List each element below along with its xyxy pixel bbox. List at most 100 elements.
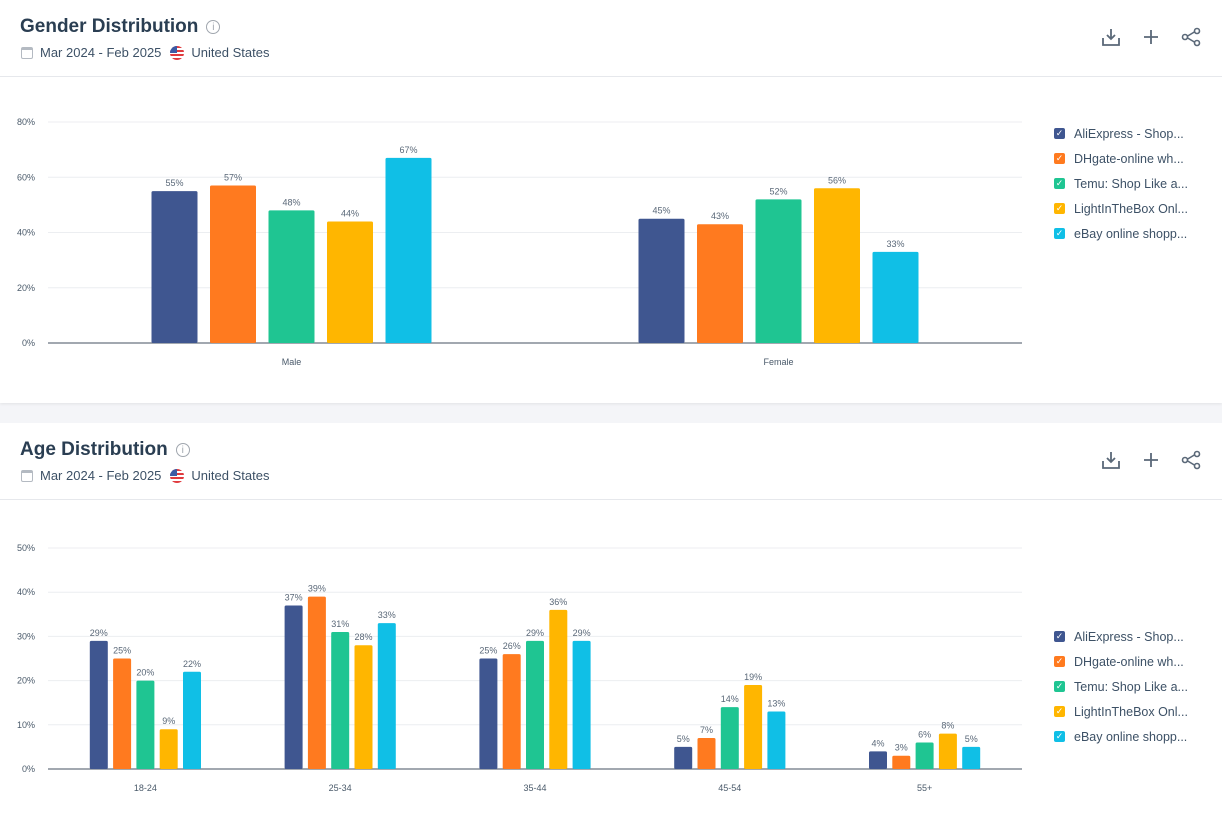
checkbox-icon[interactable]: ✓ [1054, 706, 1065, 717]
x-tick-label: 55+ [917, 783, 932, 793]
share-icon [1181, 450, 1201, 470]
add-button[interactable] [1140, 26, 1162, 48]
data-label: 7% [700, 725, 713, 735]
data-label: 29% [526, 628, 544, 638]
data-label: 14% [721, 694, 739, 704]
data-label: 5% [677, 734, 690, 744]
bar[interactable] [915, 742, 934, 769]
y-tick-label: 40% [17, 587, 35, 597]
bar[interactable] [674, 746, 693, 769]
country: United States [191, 468, 270, 483]
bar[interactable] [767, 711, 786, 769]
card-header: Gender Distribution i Mar 2024 - Feb 2025… [0, 0, 1222, 77]
y-tick-label: 0% [22, 338, 35, 348]
bar[interactable] [697, 224, 743, 343]
checkbox-icon[interactable]: ✓ [1054, 681, 1065, 692]
info-icon[interactable]: i [175, 443, 190, 457]
legend-label: LightInTheBox Onl... [1074, 201, 1188, 216]
bar[interactable] [327, 221, 373, 343]
bar[interactable] [136, 680, 155, 769]
data-label: 26% [503, 641, 521, 651]
legend-item[interactable]: ✓ LightInTheBox Onl... [1054, 699, 1188, 724]
add-button[interactable] [1140, 449, 1162, 471]
bar[interactable] [755, 199, 802, 343]
add-icon [1143, 452, 1159, 468]
data-label: 55% [165, 178, 183, 188]
checkbox-icon[interactable]: ✓ [1054, 656, 1065, 667]
bar[interactable] [638, 218, 685, 343]
bar[interactable] [307, 596, 326, 769]
data-label: 48% [282, 197, 300, 207]
bar[interactable] [331, 631, 350, 769]
legend-item[interactable]: ✓ eBay online shopp... [1054, 724, 1188, 749]
calendar-icon [21, 46, 33, 59]
legend-label: eBay online shopp... [1074, 729, 1188, 744]
y-tick-label: 80% [17, 117, 35, 127]
checkbox-icon[interactable]: ✓ [1054, 228, 1065, 239]
data-label: 20% [136, 668, 154, 678]
bar[interactable] [385, 157, 432, 343]
share-button[interactable] [1180, 26, 1202, 48]
download-button[interactable] [1100, 449, 1122, 471]
y-tick-label: 0% [22, 764, 35, 774]
checkbox-icon[interactable]: ✓ [1054, 203, 1065, 214]
bar[interactable] [183, 671, 201, 769]
download-icon [1101, 27, 1121, 47]
legend-item[interactable]: ✓ AliExpress - Shop... [1054, 121, 1188, 146]
bar[interactable] [284, 605, 303, 769]
bar[interactable] [89, 640, 108, 769]
checkbox-icon[interactable]: ✓ [1054, 128, 1065, 139]
legend-item[interactable]: ✓ DHgate-online wh... [1054, 649, 1188, 674]
legend-item[interactable]: ✓ Temu: Shop Like a... [1054, 674, 1188, 699]
data-label: 29% [90, 628, 108, 638]
bar[interactable] [377, 623, 396, 769]
bar[interactable] [549, 609, 568, 769]
bar[interactable] [113, 658, 132, 770]
bar[interactable] [892, 755, 911, 769]
bar[interactable] [572, 640, 591, 769]
data-label: 33% [886, 239, 904, 249]
bar[interactable] [938, 733, 957, 769]
legend-item[interactable]: ✓ DHgate-online wh... [1054, 146, 1188, 171]
data-label: 25% [113, 646, 131, 656]
data-label: 22% [183, 659, 201, 669]
bar[interactable] [869, 751, 887, 769]
bar[interactable] [872, 251, 919, 343]
legend-item[interactable]: ✓ AliExpress - Shop... [1054, 624, 1188, 649]
x-tick-label: 35-44 [523, 783, 546, 793]
bar[interactable] [814, 188, 860, 343]
checkbox-icon[interactable]: ✓ [1054, 631, 1065, 642]
legend-item[interactable]: ✓ eBay online shopp... [1054, 221, 1188, 246]
chart-legend: ✓ AliExpress - Shop... ✓ DHgate-online wh..… [1054, 121, 1188, 246]
legend-label: AliExpress - Shop... [1074, 629, 1184, 644]
bar[interactable] [268, 210, 315, 343]
download-button[interactable] [1100, 26, 1122, 48]
legend-label: AliExpress - Shop... [1074, 126, 1184, 141]
bar[interactable] [151, 191, 198, 343]
share-button[interactable] [1180, 449, 1202, 471]
us-flag-icon [170, 45, 185, 60]
checkbox-icon[interactable]: ✓ [1054, 731, 1065, 742]
legend-item[interactable]: ✓ LightInTheBox Onl... [1054, 196, 1188, 221]
data-label: 13% [767, 699, 785, 709]
bar[interactable] [697, 738, 716, 769]
bar[interactable] [159, 729, 178, 769]
legend-label: DHgate-online wh... [1074, 151, 1184, 166]
bar[interactable] [479, 658, 498, 770]
checkbox-icon[interactable]: ✓ [1054, 178, 1065, 189]
bar[interactable] [526, 640, 544, 769]
checkbox-icon[interactable]: ✓ [1054, 153, 1065, 164]
data-label: 29% [573, 628, 591, 638]
legend-label: LightInTheBox Onl... [1074, 704, 1188, 719]
bar[interactable] [502, 654, 521, 769]
bar[interactable] [962, 746, 981, 769]
us-flag-icon [170, 468, 185, 483]
legend-item[interactable]: ✓ Temu: Shop Like a... [1054, 171, 1188, 196]
bar[interactable] [744, 685, 763, 769]
data-label: 8% [941, 721, 954, 731]
bar[interactable] [720, 707, 739, 769]
info-icon[interactable]: i [206, 20, 221, 34]
bar[interactable] [210, 185, 256, 343]
bar[interactable] [354, 645, 373, 769]
x-tick-label: 45-54 [718, 783, 741, 793]
